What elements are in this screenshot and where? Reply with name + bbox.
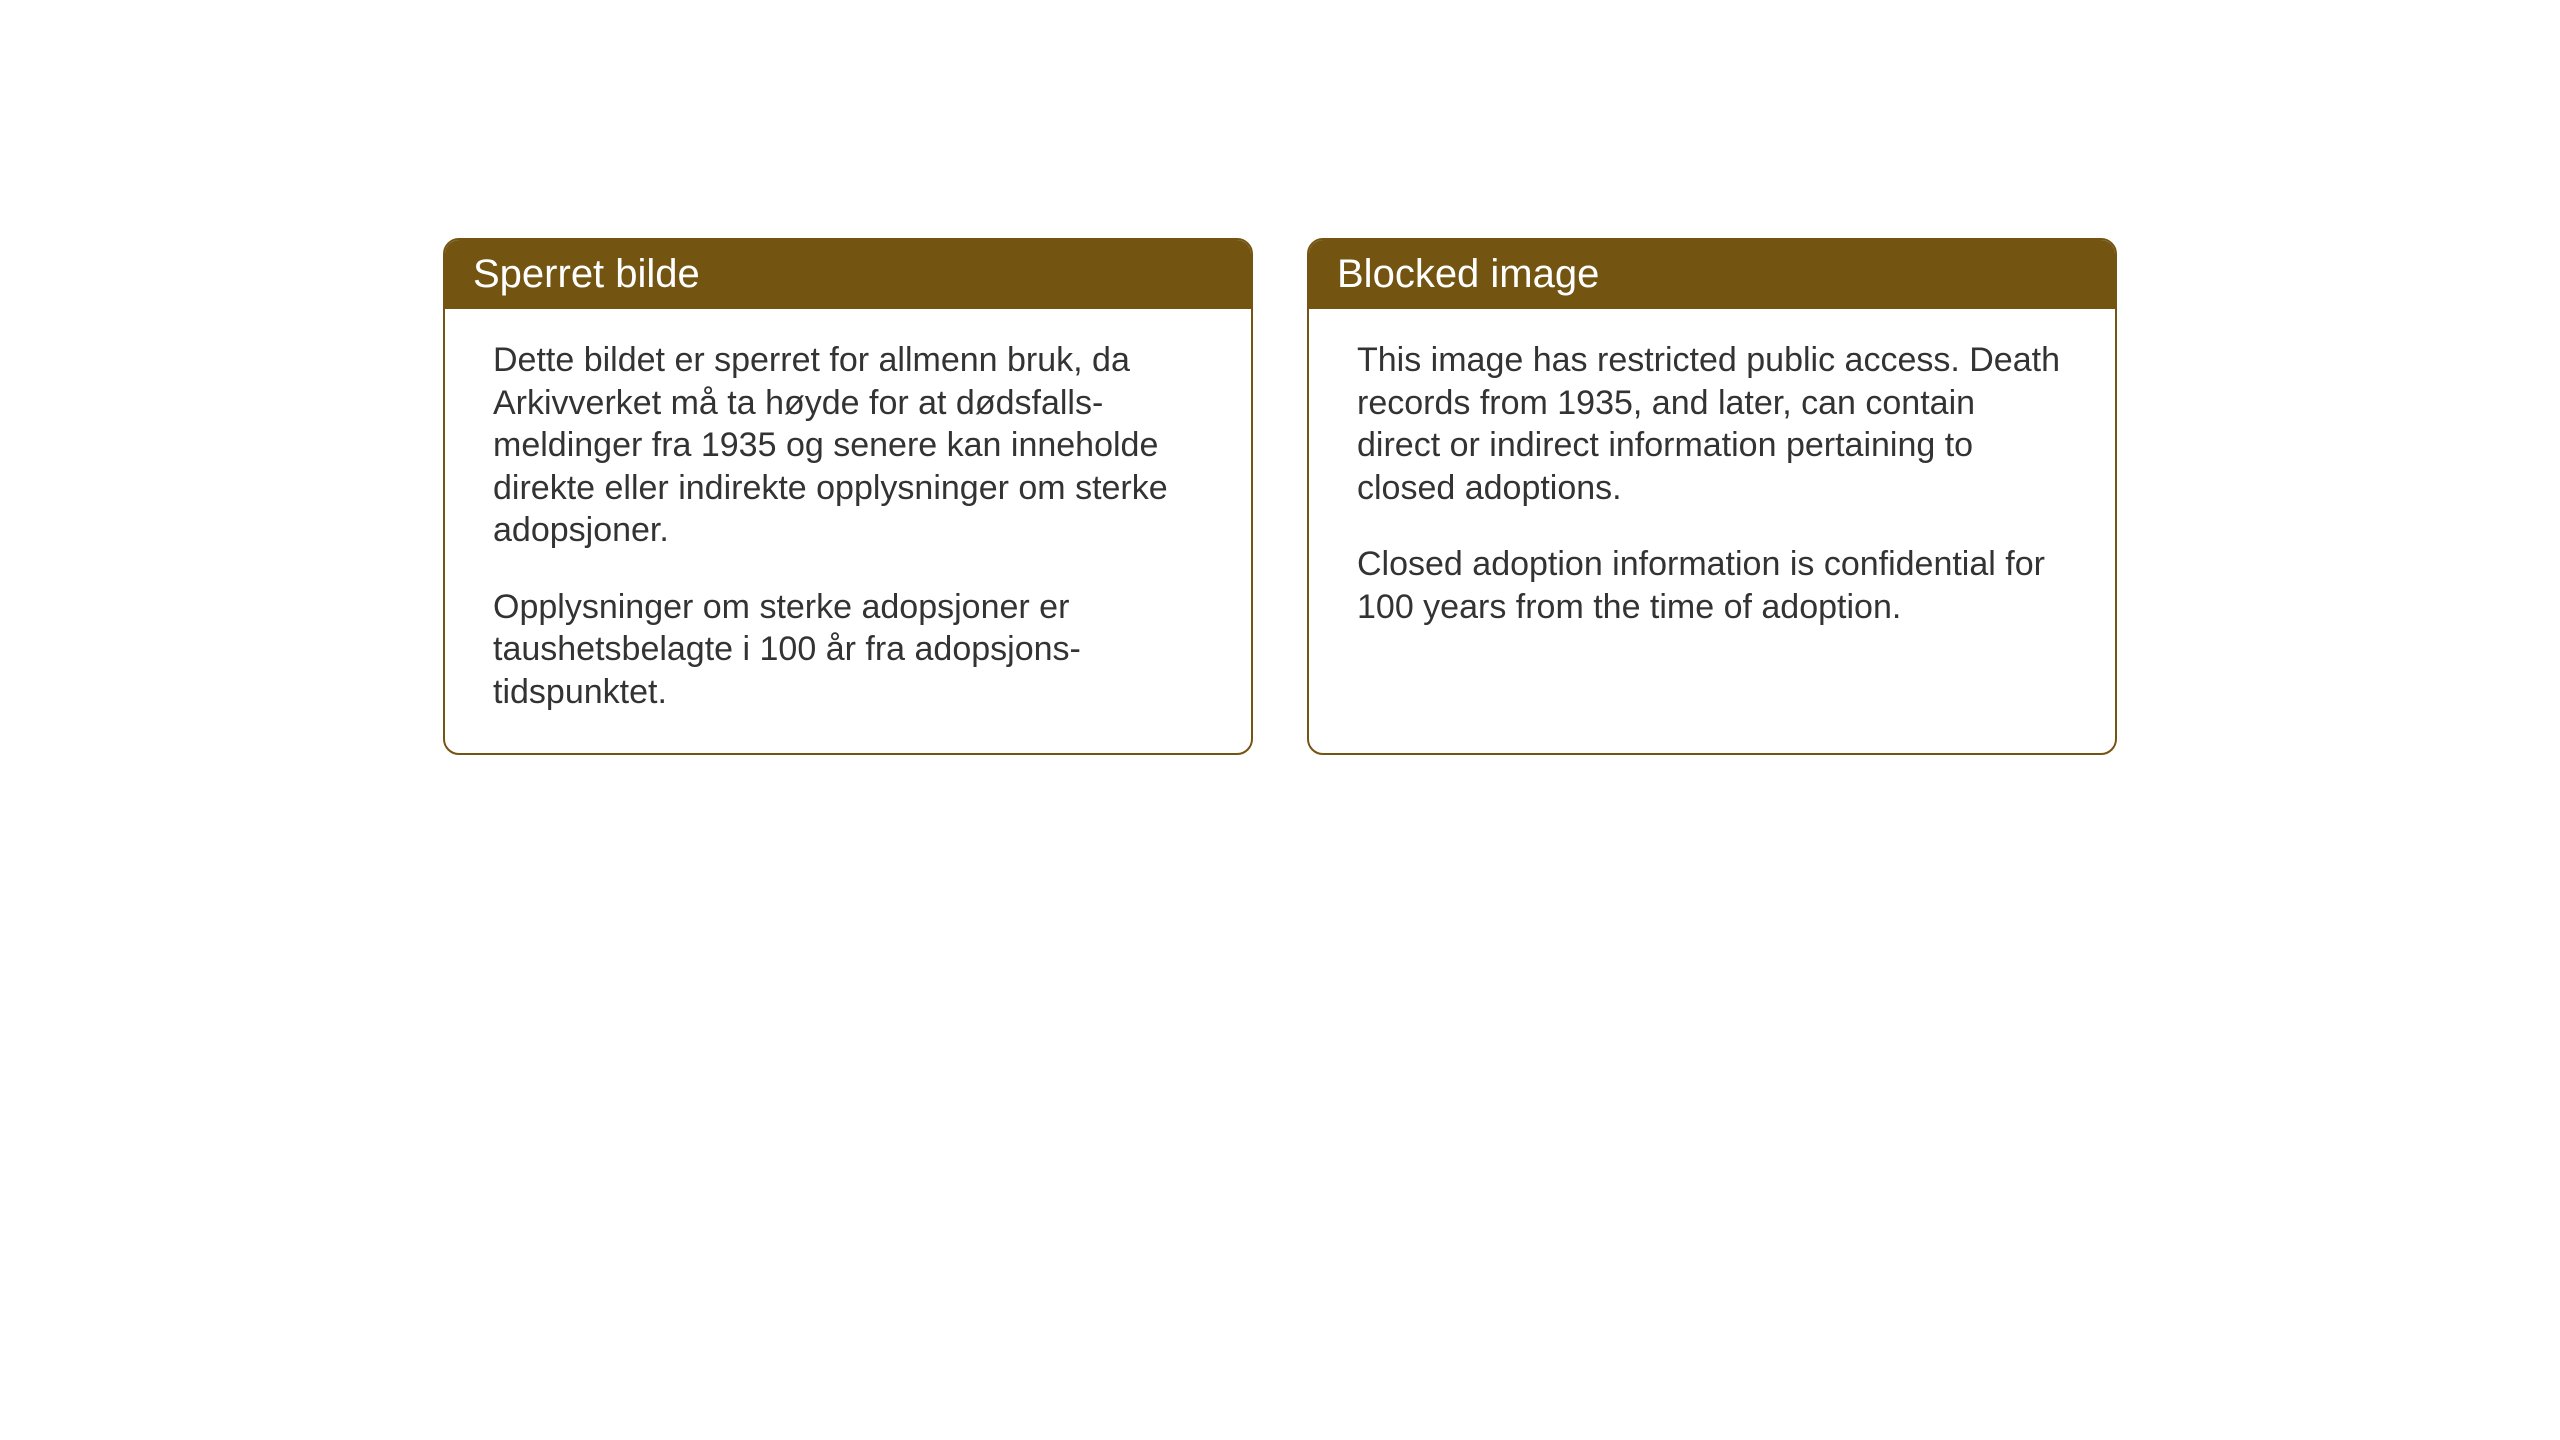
- card-norwegian-body: Dette bildet er sperret for allmenn bruk…: [445, 309, 1251, 753]
- card-english-title: Blocked image: [1337, 252, 1599, 296]
- card-norwegian: Sperret bilde Dette bildet er sperret fo…: [443, 238, 1253, 755]
- card-norwegian-header: Sperret bilde: [445, 240, 1251, 309]
- card-english-paragraph-2: Closed adoption information is confident…: [1357, 543, 2067, 628]
- cards-container: Sperret bilde Dette bildet er sperret fo…: [443, 238, 2117, 755]
- card-english-paragraph-1: This image has restricted public access.…: [1357, 339, 2067, 509]
- card-english-header: Blocked image: [1309, 240, 2115, 309]
- card-english: Blocked image This image has restricted …: [1307, 238, 2117, 755]
- card-norwegian-paragraph-1: Dette bildet er sperret for allmenn bruk…: [493, 339, 1203, 552]
- card-norwegian-title: Sperret bilde: [473, 252, 700, 296]
- card-english-body: This image has restricted public access.…: [1309, 309, 2115, 668]
- card-norwegian-paragraph-2: Opplysninger om sterke adopsjoner er tau…: [493, 586, 1203, 714]
